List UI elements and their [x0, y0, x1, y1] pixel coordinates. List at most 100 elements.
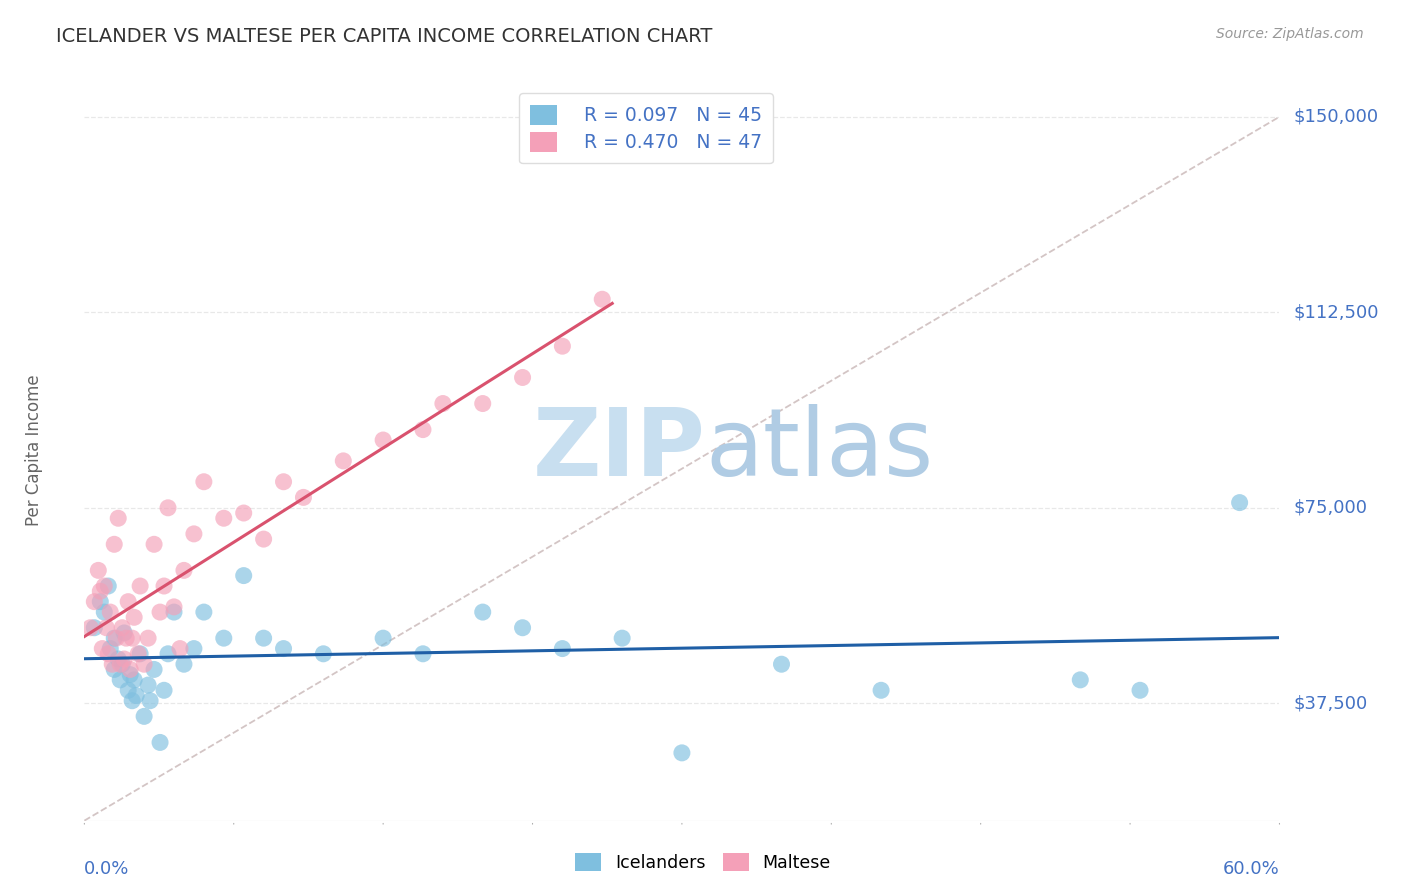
Point — [103, 631, 125, 645]
Text: $75,000: $75,000 — [1294, 499, 1368, 516]
Point — [136, 631, 159, 645]
Text: Per Capita Income: Per Capita Income — [25, 375, 44, 526]
Point — [193, 475, 215, 489]
Point — [471, 605, 494, 619]
Legend: Icelanders, Maltese: Icelanders, Maltese — [568, 847, 838, 879]
Text: ICELANDER VS MALTESE PER CAPITA INCOME CORRELATION CHART: ICELANDER VS MALTESE PER CAPITA INCOME C… — [56, 27, 713, 45]
Point — [870, 683, 893, 698]
Point — [412, 647, 434, 661]
Point — [127, 647, 149, 661]
Point — [139, 694, 162, 708]
Point — [173, 563, 195, 577]
Legend:   R = 0.097   N = 45,   R = 0.470   N = 47: R = 0.097 N = 45, R = 0.470 N = 47 — [519, 94, 773, 163]
Point — [253, 532, 276, 546]
Point — [312, 647, 335, 661]
Point — [120, 662, 142, 676]
Point — [373, 433, 395, 447]
Point — [83, 595, 105, 609]
Point — [121, 631, 143, 645]
Point — [173, 657, 195, 672]
Point — [132, 709, 156, 723]
Point — [512, 370, 534, 384]
Point — [83, 621, 105, 635]
Point — [149, 605, 172, 619]
Point — [89, 595, 111, 609]
Point — [96, 621, 118, 635]
Point — [432, 396, 454, 410]
Point — [115, 631, 138, 645]
Point — [111, 657, 134, 672]
Point — [117, 683, 139, 698]
Point — [93, 605, 115, 619]
Point — [107, 652, 129, 666]
Point — [273, 641, 295, 656]
Point — [120, 667, 142, 681]
Point — [232, 568, 254, 582]
Point — [153, 579, 176, 593]
Text: ZIP: ZIP — [533, 404, 706, 497]
Point — [97, 647, 120, 661]
Point — [1069, 673, 1091, 687]
Point — [551, 339, 574, 353]
Point — [122, 673, 145, 687]
Point — [292, 491, 315, 505]
Point — [373, 631, 395, 645]
Point — [91, 641, 114, 656]
Point — [143, 662, 166, 676]
Point — [110, 657, 132, 672]
Point — [110, 673, 132, 687]
Point — [273, 475, 295, 489]
Point — [129, 647, 152, 661]
Point — [93, 579, 115, 593]
Point — [98, 605, 121, 619]
Point — [117, 595, 139, 609]
Point — [87, 563, 110, 577]
Point — [149, 735, 172, 749]
Point — [163, 605, 186, 619]
Point — [183, 641, 205, 656]
Point — [103, 537, 125, 551]
Point — [512, 621, 534, 635]
Point — [169, 641, 191, 656]
Point — [1129, 683, 1152, 698]
Point — [332, 454, 354, 468]
Point — [107, 511, 129, 525]
Point — [153, 683, 176, 698]
Text: 60.0%: 60.0% — [1223, 860, 1279, 878]
Text: $150,000: $150,000 — [1294, 108, 1378, 126]
Point — [412, 423, 434, 437]
Point — [121, 694, 143, 708]
Point — [143, 537, 166, 551]
Point — [97, 579, 120, 593]
Point — [101, 657, 124, 672]
Point — [253, 631, 276, 645]
Point — [770, 657, 793, 672]
Text: Source: ZipAtlas.com: Source: ZipAtlas.com — [1216, 27, 1364, 41]
Point — [112, 652, 135, 666]
Text: atlas: atlas — [706, 404, 934, 497]
Point — [212, 631, 235, 645]
Point — [129, 579, 152, 593]
Point — [98, 641, 121, 656]
Point — [212, 511, 235, 525]
Text: $112,500: $112,500 — [1294, 303, 1379, 321]
Text: 0.0%: 0.0% — [84, 860, 129, 878]
Text: $37,500: $37,500 — [1294, 694, 1368, 713]
Point — [612, 631, 634, 645]
Point — [471, 396, 494, 410]
Point — [1229, 495, 1251, 509]
Point — [591, 292, 613, 306]
Point — [183, 527, 205, 541]
Point — [136, 678, 159, 692]
Point — [111, 621, 134, 635]
Point — [112, 626, 135, 640]
Point — [157, 500, 180, 515]
Point — [125, 689, 148, 703]
Point — [157, 647, 180, 661]
Point — [163, 599, 186, 614]
Point — [232, 506, 254, 520]
Point — [79, 621, 101, 635]
Point — [122, 610, 145, 624]
Point — [551, 641, 574, 656]
Point — [105, 631, 128, 645]
